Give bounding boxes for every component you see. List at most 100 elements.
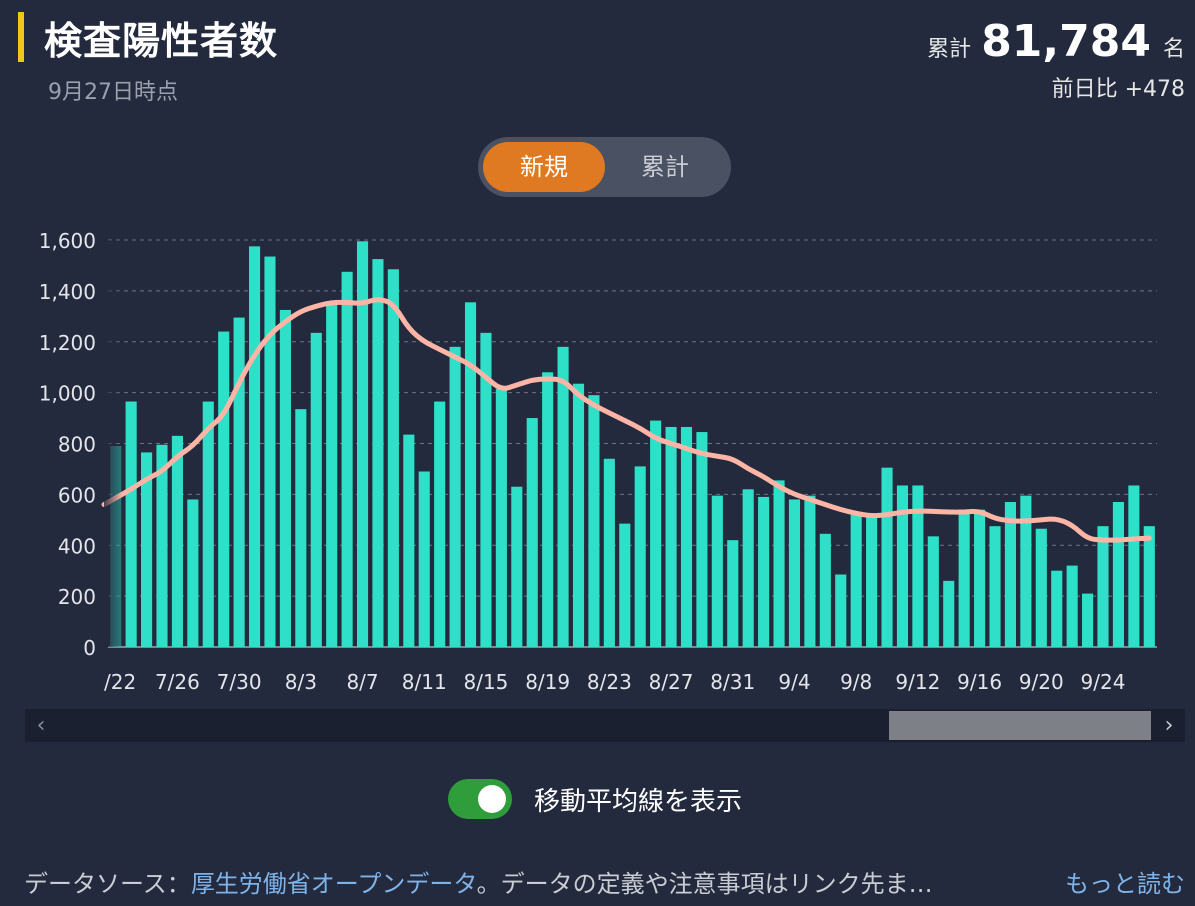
x-tick-label: 7/26 <box>155 670 200 694</box>
bar <box>233 317 245 647</box>
bar <box>927 536 939 647</box>
bar <box>187 499 199 647</box>
chart-scrollbar[interactable]: ‹ › <box>25 709 1185 742</box>
bar <box>788 499 801 647</box>
bar <box>387 269 399 647</box>
x-tick-label: 8/11 <box>402 670 447 694</box>
bar <box>819 533 831 647</box>
x-tick-label: 9/16 <box>957 670 1002 694</box>
bar <box>619 523 631 647</box>
bar <box>279 309 291 647</box>
bar <box>989 526 1001 647</box>
moving-average-label: 移動平均線を表示 <box>534 786 743 817</box>
y-tick-label: 1,200 <box>39 331 96 355</box>
scroll-left-icon[interactable]: ‹ <box>36 713 46 738</box>
bar <box>696 432 708 647</box>
x-tick-label: 8/31 <box>710 670 755 694</box>
x-tick-label: 8/27 <box>649 670 694 694</box>
bar <box>341 271 353 647</box>
y-tick-label: 1,600 <box>39 229 96 253</box>
y-tick-label: 800 <box>58 433 96 457</box>
bar <box>804 495 816 647</box>
source-prefix: データソース： <box>24 870 191 898</box>
bar <box>141 452 153 647</box>
day-over-day-diff: 前日比 +478 <box>1051 77 1185 102</box>
source-link[interactable]: 厚生労働省オープンデータ <box>190 870 477 898</box>
x-tick-label: 8/3 <box>285 670 317 694</box>
bar <box>572 383 585 647</box>
y-tick-label: 200 <box>58 585 96 609</box>
bar <box>727 540 739 647</box>
bar <box>896 485 909 647</box>
scroll-fade <box>104 240 122 647</box>
positive-cases-chart: 0 200 400 600 800 1,000 1,200 1,400 1,600/22 7/26… <box>39 229 1157 694</box>
total-unit: 名 <box>1162 37 1185 62</box>
bar <box>125 401 137 647</box>
x-tick-label: 8/7 <box>346 670 378 694</box>
tab-cumulative[interactable]: 累計 <box>641 153 689 181</box>
x-tick-label: 9/12 <box>895 670 940 694</box>
bar <box>835 574 847 647</box>
title-accent-bar <box>18 12 24 62</box>
page-title: 検査陽性者数 <box>44 19 279 63</box>
bar <box>974 509 986 647</box>
tab-new-cases[interactable]: 新規 <box>483 142 605 192</box>
bar <box>156 444 168 647</box>
bar <box>943 580 955 647</box>
bar <box>434 401 446 647</box>
bar <box>1143 526 1155 647</box>
bar <box>542 372 554 647</box>
bar <box>171 435 183 647</box>
bar <box>295 409 307 647</box>
toggle-switch[interactable] <box>448 779 512 819</box>
bar <box>650 420 662 647</box>
moving-average-toggle[interactable]: 移動平均線を表示 <box>448 779 742 819</box>
data-source-note: データソース：厚生労働省オープンデータ。データの定義や注意事項はリンク先ま… も… <box>24 864 1189 899</box>
bar <box>1004 502 1017 647</box>
bar <box>866 514 878 647</box>
bar <box>218 331 230 647</box>
bar <box>634 466 646 647</box>
bar <box>526 418 538 647</box>
bar <box>1051 570 1063 647</box>
bar <box>202 401 214 647</box>
bar <box>1097 526 1109 647</box>
x-tick-label: 8/19 <box>525 670 570 694</box>
scroll-right-icon[interactable]: › <box>1164 713 1174 738</box>
bar <box>758 496 770 647</box>
bar <box>248 246 261 647</box>
total-summary: 累計 81,784 名 前日比 +478 <box>927 16 1185 103</box>
moving-average-line <box>101 297 1152 543</box>
x-tick-label: 7/30 <box>217 670 262 694</box>
y-tick-label: 600 <box>58 483 96 507</box>
bar <box>603 458 615 647</box>
total-label: 累計 <box>927 37 972 62</box>
bar <box>1066 565 1078 647</box>
bar <box>881 467 893 647</box>
as-of-date: 9月27日時点 <box>48 80 178 105</box>
bar <box>1112 502 1124 647</box>
bar <box>1020 495 1032 647</box>
bar <box>588 395 600 647</box>
bar <box>356 241 369 647</box>
bar <box>403 434 415 647</box>
y-tick-label: 0 <box>83 636 96 660</box>
bar <box>495 388 507 647</box>
x-tick-label: 9/4 <box>778 670 810 694</box>
x-tick-label: 9/8 <box>840 670 872 694</box>
bar <box>711 495 723 647</box>
x-tick-label: 9/20 <box>1019 670 1064 694</box>
x-tick-label: /22 <box>104 670 136 694</box>
y-tick-label: 1,000 <box>39 382 96 406</box>
toggle-knob <box>478 785 506 813</box>
scroll-thumb[interactable] <box>889 711 1151 740</box>
bar <box>511 486 523 647</box>
bar <box>665 426 677 647</box>
bar <box>464 302 477 647</box>
read-more-link[interactable]: もっと読む <box>1053 864 1185 899</box>
bar <box>680 426 693 647</box>
x-tick-label: 8/23 <box>587 670 632 694</box>
bar <box>912 485 924 647</box>
y-tick-label: 1,400 <box>39 280 96 304</box>
x-tick-label: 8/15 <box>463 670 508 694</box>
